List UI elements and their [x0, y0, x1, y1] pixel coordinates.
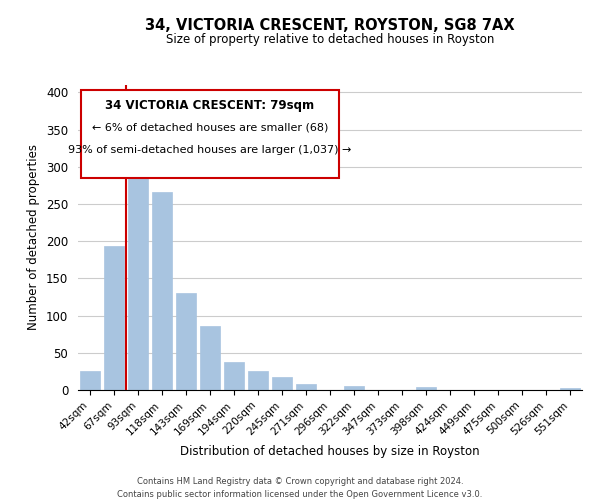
Text: Contains public sector information licensed under the Open Government Licence v3: Contains public sector information licen…: [118, 490, 482, 499]
Bar: [152, 192, 172, 390]
Text: 93% of semi-detached houses are larger (1,037) →: 93% of semi-detached houses are larger (…: [68, 145, 352, 155]
Bar: [248, 370, 268, 390]
Bar: [200, 326, 220, 390]
Bar: [416, 387, 436, 390]
Bar: [560, 388, 580, 390]
Bar: [344, 386, 364, 390]
Bar: [80, 372, 100, 390]
Text: ← 6% of detached houses are smaller (68): ← 6% of detached houses are smaller (68): [92, 122, 328, 132]
Bar: [296, 384, 316, 390]
Text: Size of property relative to detached houses in Royston: Size of property relative to detached ho…: [166, 32, 494, 46]
Text: Contains HM Land Registry data © Crown copyright and database right 2024.: Contains HM Land Registry data © Crown c…: [137, 478, 463, 486]
X-axis label: Distribution of detached houses by size in Royston: Distribution of detached houses by size …: [180, 445, 480, 458]
Bar: [128, 146, 148, 390]
Bar: [224, 362, 244, 390]
Text: 34 VICTORIA CRESCENT: 79sqm: 34 VICTORIA CRESCENT: 79sqm: [106, 99, 314, 112]
Bar: [272, 378, 292, 390]
Text: 34, VICTORIA CRESCENT, ROYSTON, SG8 7AX: 34, VICTORIA CRESCENT, ROYSTON, SG8 7AX: [145, 18, 515, 32]
Y-axis label: Number of detached properties: Number of detached properties: [28, 144, 40, 330]
Bar: [176, 294, 196, 390]
Bar: [104, 246, 124, 390]
